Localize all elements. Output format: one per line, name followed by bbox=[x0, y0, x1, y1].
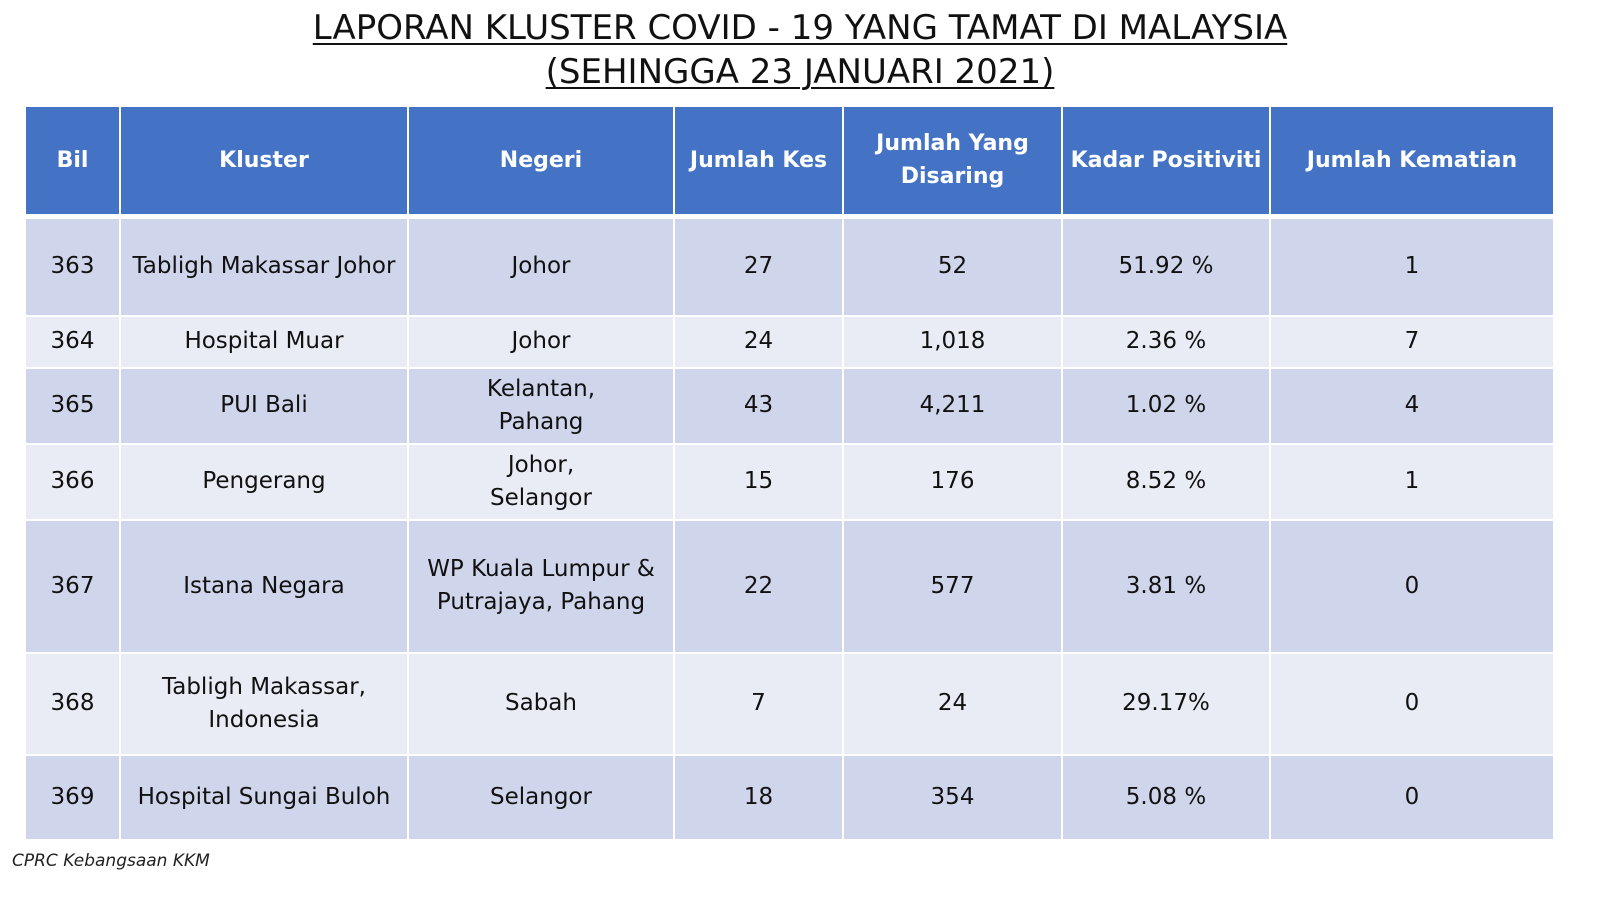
cell-jumlah-kematian: 0 bbox=[1269, 651, 1555, 756]
cell-bil: 367 bbox=[24, 518, 121, 654]
table-row: 363 Tabligh Makassar Johor Johor 27 52 5… bbox=[24, 215, 1555, 317]
cell-jumlah-disaring: 52 bbox=[842, 215, 1063, 317]
cell-jumlah-kematian: 0 bbox=[1269, 518, 1555, 654]
header-jumlah-kes: Jumlah Kes bbox=[673, 105, 844, 219]
cell-jumlah-kes: 22 bbox=[673, 518, 844, 654]
cell-jumlah-disaring: 1,018 bbox=[842, 314, 1063, 369]
header-jumlah-kematian: Jumlah Kematian bbox=[1269, 105, 1555, 219]
cell-kluster: Istana Negara bbox=[119, 518, 409, 654]
cell-jumlah-kes: 15 bbox=[673, 442, 844, 521]
cell-kluster: PUI Bali bbox=[119, 366, 409, 445]
title-line-1: LAPORAN KLUSTER COVID - 19 YANG TAMAT DI… bbox=[0, 6, 1600, 50]
title-line-1-text: LAPORAN KLUSTER COVID - 19 YANG TAMAT DI… bbox=[312, 8, 1288, 48]
cell-jumlah-kes: 18 bbox=[673, 753, 844, 841]
cell-kluster: Pengerang bbox=[119, 442, 409, 521]
cell-jumlah-kes: 24 bbox=[673, 314, 844, 369]
report-title: LAPORAN KLUSTER COVID - 19 YANG TAMAT DI… bbox=[0, 6, 1600, 94]
cell-kluster: Tabligh Makassar Johor bbox=[119, 215, 409, 317]
cell-jumlah-kematian: 4 bbox=[1269, 366, 1555, 445]
cell-jumlah-disaring: 354 bbox=[842, 753, 1063, 841]
cell-jumlah-kematian: 7 bbox=[1269, 314, 1555, 369]
cell-jumlah-kes: 43 bbox=[673, 366, 844, 445]
cell-kadar-positiviti: 3.81 % bbox=[1061, 518, 1271, 654]
cell-kadar-positiviti: 1.02 % bbox=[1061, 366, 1271, 445]
cell-negeri-text: Kelantan, Pahang bbox=[486, 375, 596, 435]
header-negeri: Negeri bbox=[407, 105, 675, 219]
cell-kluster-text: Tabligh Makassar, Indonesia bbox=[162, 673, 366, 733]
cell-kadar-positiviti: 8.52 % bbox=[1061, 442, 1271, 521]
table-row: 368 Tabligh Makassar, Indonesia Sabah 7 … bbox=[24, 651, 1555, 756]
cell-negeri-text: WP Kuala Lumpur & Putrajaya, Pahang bbox=[427, 556, 655, 615]
cell-kluster: Hospital Muar bbox=[119, 314, 409, 369]
table-row: 367 Istana Negara WP Kuala Lumpur & Putr… bbox=[24, 518, 1555, 654]
header-bil: Bil bbox=[24, 105, 121, 219]
source-footer: CPRC Kebangsaan KKM bbox=[12, 851, 210, 871]
title-line-2: (SEHINGGA 23 JANUARI 2021) bbox=[0, 50, 1600, 94]
cell-jumlah-kematian: 0 bbox=[1269, 753, 1555, 841]
header-jumlah-disaring: Jumlah Yang Disaring bbox=[842, 105, 1063, 219]
cell-negeri-text: Johor, Selangor bbox=[490, 451, 592, 511]
cell-negeri: Sabah bbox=[407, 651, 675, 756]
cell-jumlah-kes: 7 bbox=[673, 651, 844, 756]
cell-bil: 368 bbox=[24, 651, 121, 756]
cell-negeri: Johor, Selangor bbox=[407, 442, 675, 521]
cell-jumlah-kes: 27 bbox=[673, 215, 844, 317]
table-header-row: Bil Kluster Negeri Jumlah Kes Jumlah Yan… bbox=[24, 105, 1555, 219]
cell-bil: 365 bbox=[24, 366, 121, 445]
table-row: 369 Hospital Sungai Buloh Selangor 18 35… bbox=[24, 753, 1555, 841]
cell-jumlah-kematian: 1 bbox=[1269, 215, 1555, 317]
cell-negeri: WP Kuala Lumpur & Putrajaya, Pahang bbox=[407, 518, 675, 654]
cell-negeri: Kelantan, Pahang bbox=[407, 366, 675, 445]
cell-kadar-positiviti: 51.92 % bbox=[1061, 215, 1271, 317]
table-row: 366 Pengerang Johor, Selangor 15 176 8.5… bbox=[24, 442, 1555, 521]
cell-jumlah-disaring: 24 bbox=[842, 651, 1063, 756]
cell-jumlah-disaring: 176 bbox=[842, 442, 1063, 521]
cluster-table: Bil Kluster Negeri Jumlah Kes Jumlah Yan… bbox=[24, 105, 1555, 841]
cell-kadar-positiviti: 29.17% bbox=[1061, 651, 1271, 756]
header-jumlah-disaring-text: Jumlah Yang Disaring bbox=[876, 131, 1029, 190]
cell-jumlah-kematian: 1 bbox=[1269, 442, 1555, 521]
cell-kadar-positiviti: 2.36 % bbox=[1061, 314, 1271, 369]
cell-jumlah-disaring: 4,211 bbox=[842, 366, 1063, 445]
table-row: 365 PUI Bali Kelantan, Pahang 43 4,211 1… bbox=[24, 366, 1555, 445]
cell-bil: 363 bbox=[24, 215, 121, 317]
header-kluster: Kluster bbox=[119, 105, 409, 219]
header-kadar-positiviti: Kadar Positiviti bbox=[1061, 105, 1271, 219]
cell-bil: 364 bbox=[24, 314, 121, 369]
cluster-table-container: Bil Kluster Negeri Jumlah Kes Jumlah Yan… bbox=[24, 105, 1555, 841]
cell-negeri: Johor bbox=[407, 314, 675, 369]
cell-kluster: Hospital Sungai Buloh bbox=[119, 753, 409, 841]
cell-negeri: Selangor bbox=[407, 753, 675, 841]
cell-bil: 366 bbox=[24, 442, 121, 521]
cell-bil: 369 bbox=[24, 753, 121, 841]
cell-kluster: Tabligh Makassar, Indonesia bbox=[119, 651, 409, 756]
table-row: 364 Hospital Muar Johor 24 1,018 2.36 % … bbox=[24, 314, 1555, 369]
cell-jumlah-disaring: 577 bbox=[842, 518, 1063, 654]
cell-negeri: Johor bbox=[407, 215, 675, 317]
title-line-2-text: (SEHINGGA 23 JANUARI 2021) bbox=[545, 52, 1055, 92]
cell-kadar-positiviti: 5.08 % bbox=[1061, 753, 1271, 841]
